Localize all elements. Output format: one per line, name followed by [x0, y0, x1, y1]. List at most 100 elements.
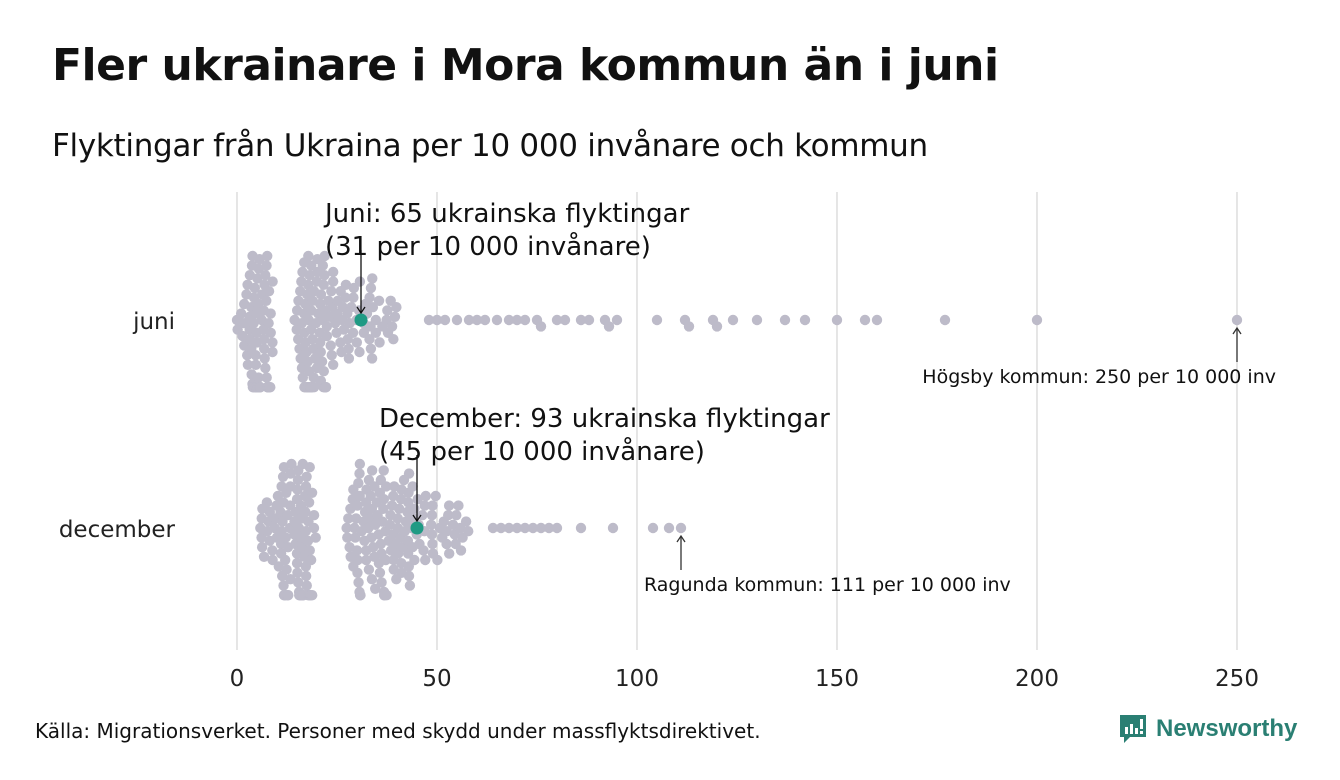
dot [384, 519, 396, 530]
dot [366, 574, 378, 585]
dot [603, 321, 615, 332]
dot [303, 250, 314, 262]
dot [316, 356, 328, 367]
dot [319, 250, 330, 262]
dot [376, 577, 387, 588]
dot [306, 487, 318, 498]
highlight-annotation-line: Juni: 65 ukrainska flyktingar [323, 199, 690, 229]
dot [451, 510, 462, 521]
dot [262, 250, 273, 262]
dot [315, 289, 327, 300]
x-tick-label: 0 [230, 666, 245, 692]
dot [404, 580, 416, 591]
dot [265, 308, 276, 319]
dot [403, 570, 415, 582]
dot [711, 321, 723, 332]
dot [305, 554, 317, 566]
dot [451, 314, 463, 326]
dot [321, 321, 333, 332]
dot [675, 522, 687, 534]
dot [535, 522, 547, 534]
dot [420, 490, 431, 502]
dot [320, 382, 332, 393]
dot [340, 292, 351, 303]
arrowhead-icon [412, 514, 422, 523]
dot [352, 567, 363, 578]
brand-logo[interactable]: Newsworthy [1118, 713, 1297, 745]
dot [281, 564, 292, 575]
dot [267, 346, 278, 358]
dot [370, 314, 382, 326]
dot [250, 359, 262, 370]
dot [301, 471, 312, 482]
dot [341, 522, 352, 534]
dot [280, 532, 291, 543]
dot [386, 321, 398, 332]
dot [370, 583, 381, 594]
x-tick-label: 100 [615, 666, 659, 692]
dot [453, 500, 464, 511]
dot [380, 554, 392, 566]
dot [265, 382, 276, 393]
dot [1231, 314, 1243, 326]
dot [575, 522, 587, 534]
dot [426, 510, 438, 521]
dot [326, 350, 337, 361]
annotations: Juni: 65 ukrainska flyktingar(31 per 10 … [323, 199, 1276, 596]
dot [543, 522, 555, 534]
dot [327, 359, 339, 370]
dot [363, 564, 375, 575]
dot [479, 314, 491, 326]
dot [300, 570, 312, 582]
dot [325, 340, 336, 351]
dot [471, 314, 483, 326]
dot [352, 500, 363, 511]
dot [651, 314, 663, 326]
dot [253, 372, 264, 383]
dot [273, 561, 284, 572]
dot [318, 279, 329, 290]
dot [282, 510, 293, 521]
dot [487, 522, 499, 534]
dot [250, 350, 261, 361]
dot [252, 273, 263, 284]
dot [304, 462, 315, 473]
dot [432, 554, 443, 566]
dot [455, 545, 467, 556]
dot [663, 522, 675, 534]
dot [431, 314, 443, 326]
dot [426, 529, 438, 540]
dot [388, 334, 399, 345]
dot [391, 302, 402, 313]
highlight-dot-mora [410, 521, 424, 535]
dot [393, 503, 405, 514]
dot [260, 362, 271, 374]
dot [265, 327, 276, 338]
dot [315, 337, 326, 348]
dot [261, 372, 272, 383]
dot [354, 346, 365, 358]
dot [425, 519, 437, 530]
dot [551, 522, 563, 534]
dot [378, 465, 389, 476]
dot [321, 330, 333, 342]
dot [799, 314, 811, 326]
arrowhead-icon [1232, 326, 1242, 335]
dot [267, 337, 278, 348]
dot [355, 590, 366, 601]
dot [366, 353, 378, 364]
dot [260, 270, 271, 281]
dot [420, 554, 431, 566]
dot [370, 327, 382, 338]
dot [343, 353, 355, 364]
dot [263, 286, 275, 297]
dot [378, 494, 390, 505]
dot [286, 458, 297, 470]
max-annotation: Högsby kommun: 250 per 10 000 inv [922, 366, 1276, 388]
dot [304, 545, 315, 556]
dot [365, 343, 377, 354]
dot [261, 295, 272, 306]
dot [343, 513, 354, 524]
dot [351, 337, 363, 348]
